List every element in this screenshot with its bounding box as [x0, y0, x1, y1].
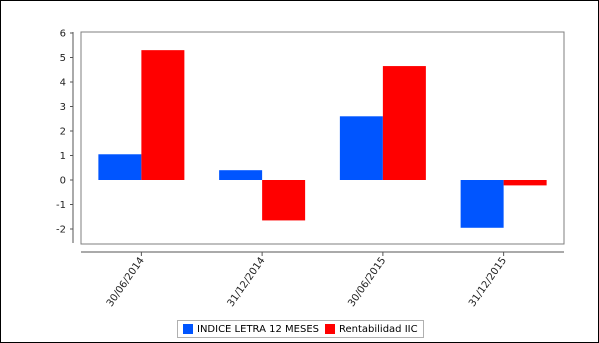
bar-indice-letra-1 — [219, 170, 263, 180]
bar-indice-letra-0 — [98, 154, 142, 180]
x-tick-label: 30/06/2015 — [346, 255, 388, 309]
y-tick-label: 5 — [60, 53, 66, 64]
y-tick-label: -2 — [56, 225, 66, 236]
y-axis-ticks: -2 -1 0 1 2 3 4 5 6 — [56, 29, 73, 236]
bar-rentabilidad-1 — [262, 180, 306, 221]
x-axis-ticks: 30/06/2014 31/12/2014 30/06/2015 31/12/2015 — [105, 252, 509, 309]
x-tick-label: 31/12/2014 — [226, 255, 268, 309]
y-tick-label: 0 — [60, 176, 66, 187]
x-tick-label: 31/12/2015 — [467, 255, 509, 309]
bar-series — [98, 50, 547, 228]
y-tick-label: 4 — [60, 78, 66, 89]
y-tick-label: 3 — [60, 102, 66, 113]
legend-swatch-rentabilidad — [324, 324, 335, 334]
bar-indice-letra-3 — [460, 180, 504, 228]
x-tick-label: 30/06/2014 — [105, 255, 147, 309]
bar-rentabilidad-2 — [382, 66, 426, 180]
bar-rentabilidad-0 — [141, 50, 185, 181]
y-tick-label: 1 — [60, 151, 66, 162]
bar-rentabilidad-3 — [503, 180, 547, 186]
legend-swatch-indice-letra — [183, 324, 193, 334]
y-tick-label: -1 — [56, 200, 66, 211]
y-tick-label: 6 — [60, 29, 66, 40]
legend-label-indice-letra: INDICE LETRA 12 MESES — [197, 323, 319, 335]
chart-legend: INDICE LETRA 12 MESES Rentabilidad IIC — [177, 320, 424, 338]
legend-item-rentabilidad: Rentabilidad IIC — [324, 323, 418, 335]
legend-label-rentabilidad: Rentabilidad IIC — [338, 323, 418, 335]
y-tick-label: 2 — [60, 127, 66, 138]
legend-item-indice-letra: INDICE LETRA 12 MESES — [183, 324, 319, 335]
bar-indice-letra-2 — [339, 116, 383, 180]
